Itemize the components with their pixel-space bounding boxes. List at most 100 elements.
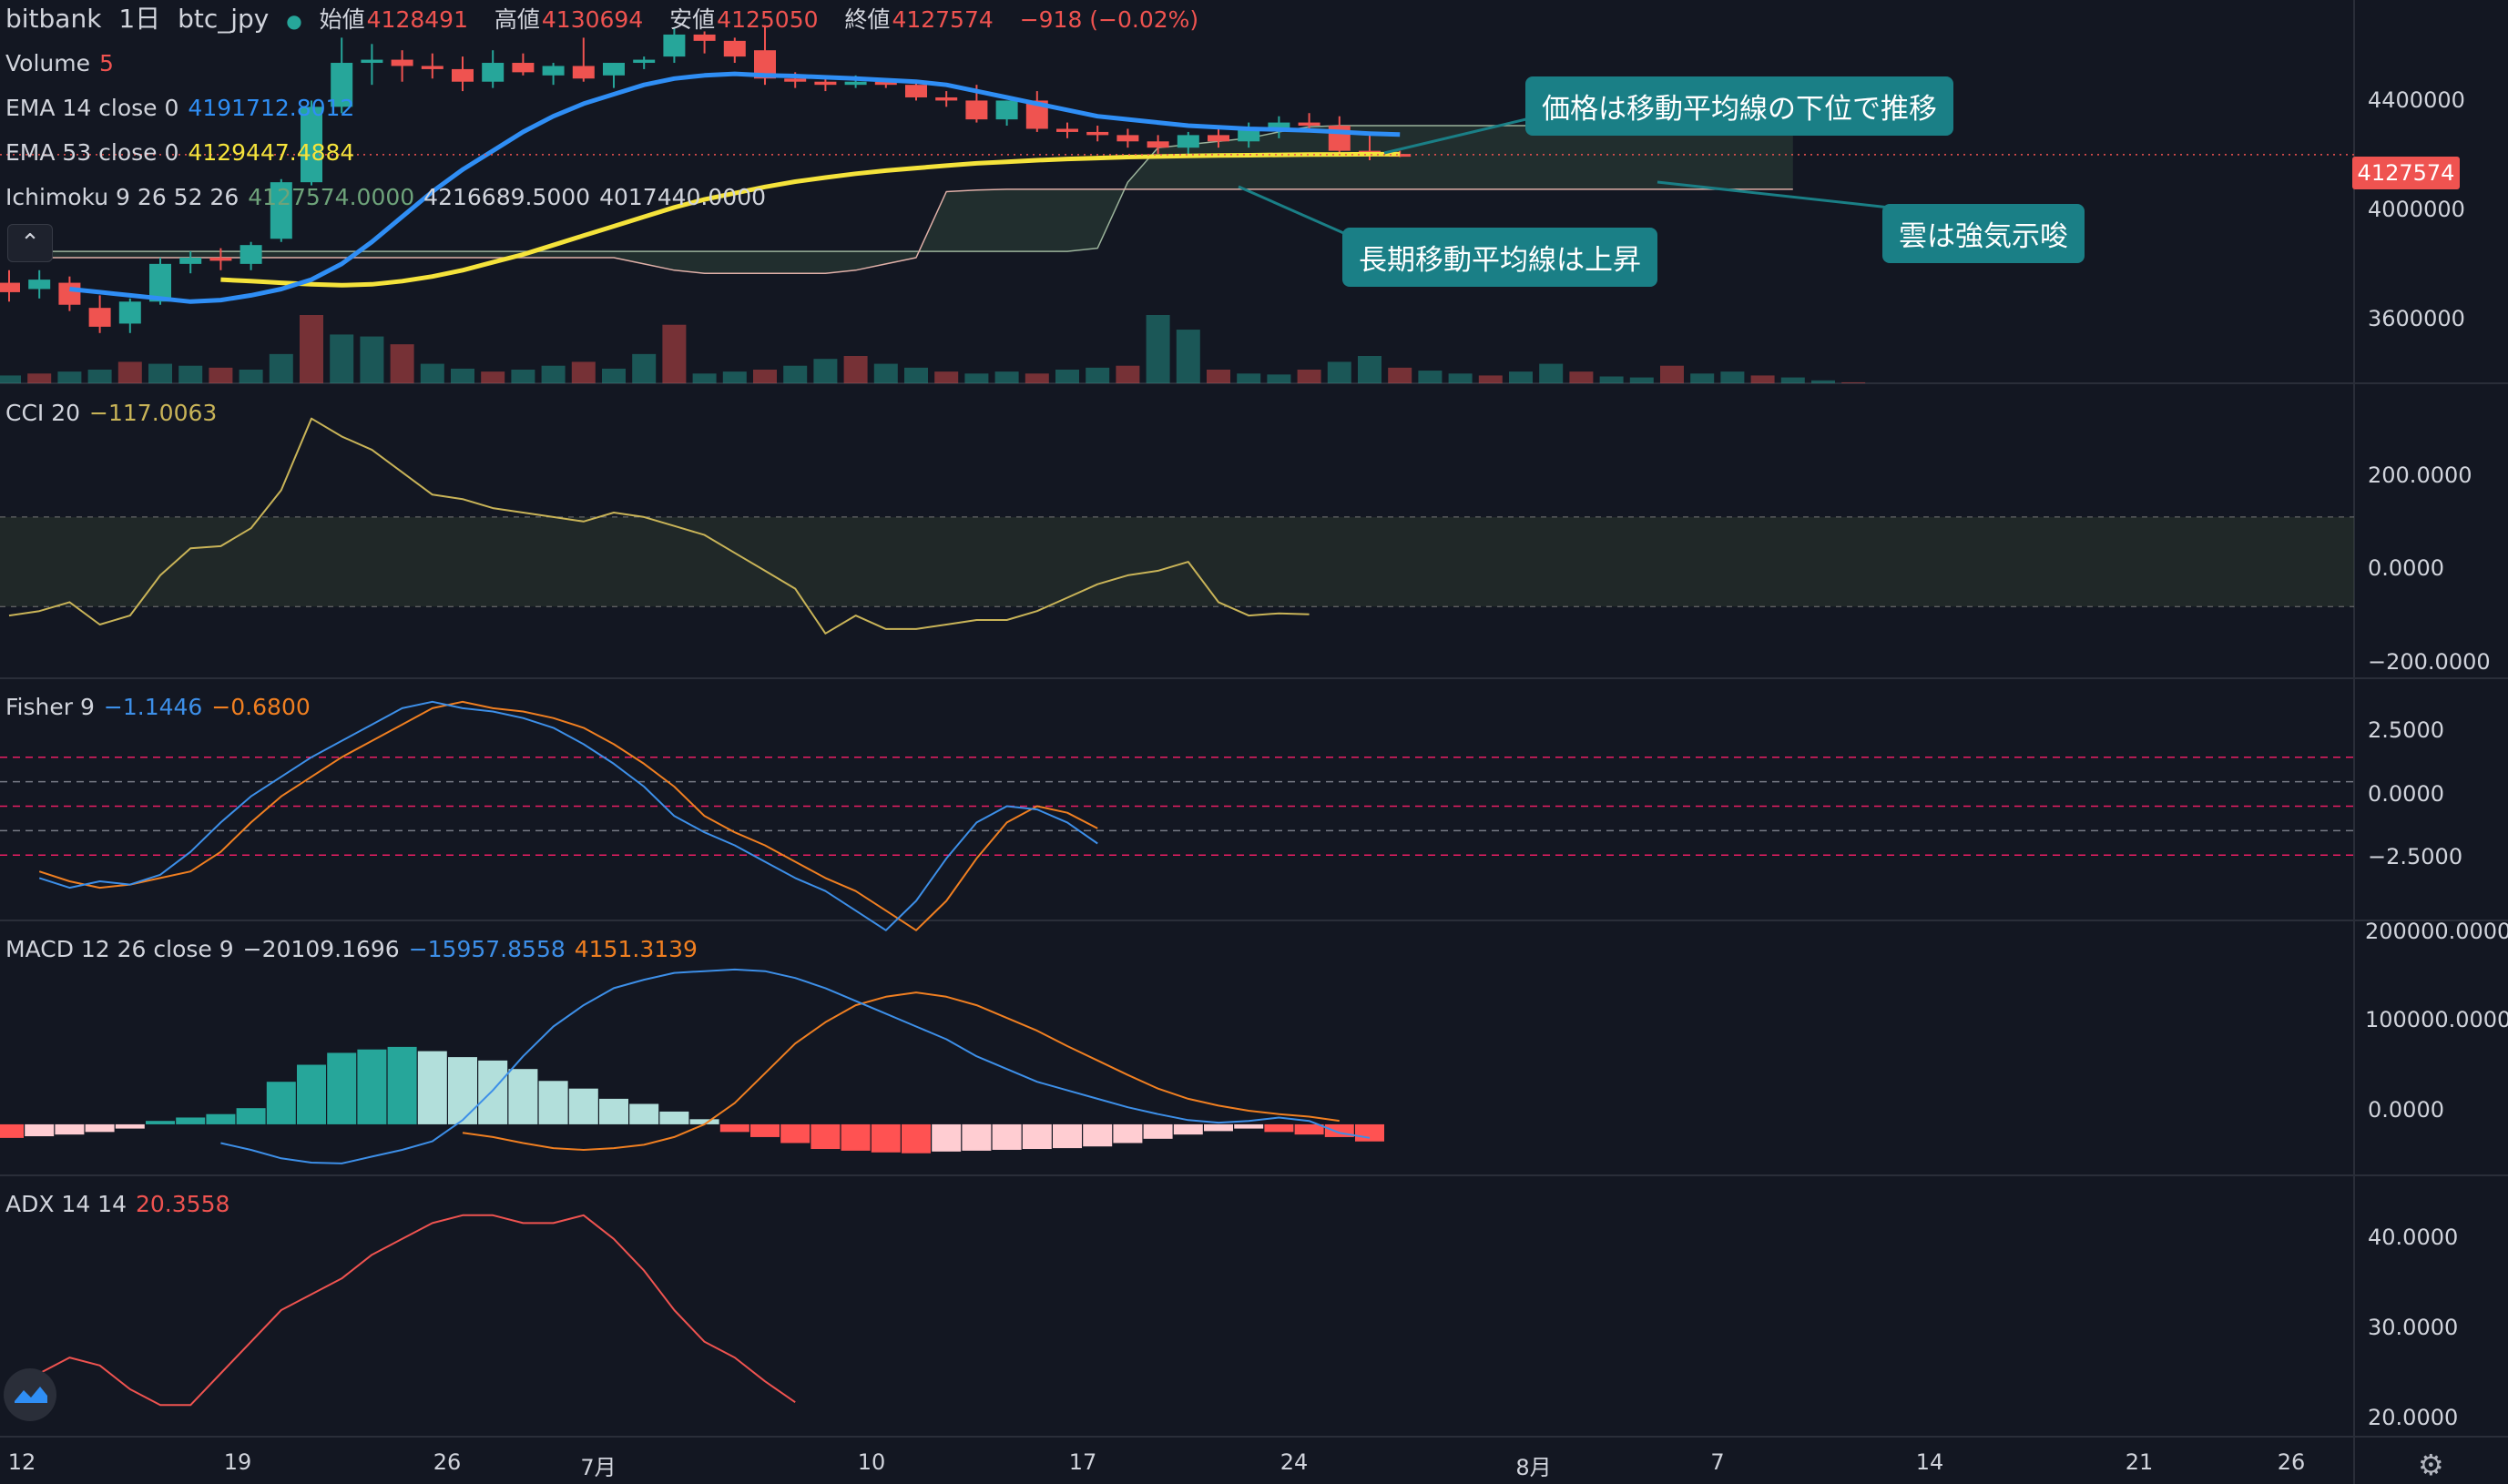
cci-tick: −200.0000 [2368, 649, 2491, 675]
volume-bar [1780, 377, 1805, 383]
volume-bar [360, 336, 384, 383]
cci-tick: 0.0000 [2368, 555, 2444, 581]
volume-bar [1841, 381, 1866, 383]
settings-gear-icon[interactable]: ⚙ [2418, 1448, 2444, 1482]
macd-histogram-bar [478, 1060, 508, 1124]
volume-bar [209, 367, 233, 383]
macd-signal-line [462, 991, 1340, 1151]
macd-tick: 200000.0000 [2365, 919, 2508, 944]
candle-body [482, 63, 505, 82]
volume-bar [1116, 365, 1140, 383]
macd-histogram-bar [841, 1123, 871, 1151]
x-tick: 12 [7, 1449, 36, 1475]
candle-body [995, 100, 1018, 120]
candle-body [88, 308, 111, 327]
volume-bar [1327, 361, 1351, 383]
candle-body [512, 63, 535, 73]
fisher-legend: Fisher 9 −1.1446 −0.6800 [5, 694, 311, 720]
macd-histogram-bar [206, 1113, 236, 1124]
volume-bar [1750, 375, 1775, 383]
macd-histogram-bar [55, 1123, 85, 1135]
candle-body [1238, 128, 1260, 142]
volume-bar [783, 365, 808, 383]
fisher-tick: 0.0000 [2368, 781, 2444, 807]
volume-bar [602, 368, 626, 383]
price-tick: 4000000 [2368, 197, 2465, 222]
candle-body [331, 63, 353, 107]
macd-histogram-bar [266, 1082, 296, 1124]
volume-bar [1629, 377, 1654, 383]
volume-bar [1509, 371, 1533, 383]
volume-bar [632, 353, 657, 383]
fisher-line [38, 700, 1098, 931]
volume-bar [1176, 330, 1200, 383]
x-tick: 7月 [580, 1455, 617, 1480]
volume-bar [1267, 374, 1291, 383]
volume-bar [1358, 356, 1381, 383]
ema14-legend: EMA 14 close 0 4191712.8012 [5, 95, 355, 121]
ichimoku-span-b [9, 188, 1793, 274]
open-label: 始値 [319, 6, 365, 33]
macd-histogram-bar [0, 1123, 24, 1138]
volume-bar [964, 373, 989, 383]
ema53-line [220, 151, 1401, 288]
collapse-legend-button[interactable]: ⌃ [7, 224, 53, 262]
candle-body [874, 81, 897, 86]
candle-body [209, 257, 232, 261]
cci-tick: 200.0000 [2368, 462, 2472, 488]
open-value: 4128491 [366, 6, 468, 33]
volume-bar [269, 353, 293, 383]
macd-legend: MACD 12 26 close 9 −20109.1696 −15957.8558… [5, 936, 698, 962]
volume-bar [843, 356, 868, 383]
volume-bar [27, 373, 52, 383]
x-tick: 14 [1915, 1449, 1944, 1475]
volume-bar [451, 368, 474, 383]
callout-pointer [1238, 185, 1349, 237]
macd-line [220, 968, 1371, 1164]
volume-bar [541, 365, 566, 383]
macd-histogram-bar [1083, 1123, 1113, 1147]
macd-histogram-bar [357, 1049, 387, 1124]
last-price-tag: 4127574 [2352, 157, 2460, 189]
volume-bar [994, 371, 1019, 383]
volume-bar [420, 363, 444, 383]
adx-legend: ADX 14 14 20.3558 [5, 1191, 230, 1217]
candle-body [784, 78, 807, 82]
volume-bar [1478, 375, 1503, 383]
candle-body [633, 59, 656, 64]
macd-histogram-bar [1264, 1123, 1294, 1133]
candle-body [572, 66, 595, 79]
volume-bar [662, 324, 687, 383]
volume-bar [873, 363, 898, 383]
candle-body [28, 280, 51, 290]
tradingview-logo-icon[interactable] [4, 1368, 56, 1421]
volume-bar [178, 365, 203, 383]
volume-bar [692, 373, 717, 383]
volume-bar [390, 344, 414, 383]
callout-long-ma-rising: 長期移動平均線は上昇 [1342, 228, 1657, 287]
adx-tick: 20.0000 [2368, 1405, 2459, 1430]
macd-histogram-bar [115, 1123, 145, 1129]
candle-body [1147, 141, 1169, 148]
volume-bar [1448, 373, 1473, 383]
candle-body [1298, 122, 1320, 127]
price-tick: 3600000 [2368, 306, 2465, 331]
symbol-name: btc_jpy [178, 4, 270, 34]
symbol-legend: bitbank 1日 btc_jpy ● 始値4128491 高値4130694… [5, 5, 1208, 35]
candle-body [1208, 135, 1229, 142]
macd-histogram-bar [902, 1123, 931, 1154]
macd-histogram-bar [1294, 1123, 1324, 1135]
volume-bar [1539, 363, 1564, 383]
volume-bar [1690, 373, 1715, 383]
macd-histogram-bar [176, 1117, 206, 1124]
macd-histogram-bar [599, 1098, 628, 1124]
macd-histogram-bar [689, 1119, 719, 1124]
high-value: 4130694 [541, 6, 644, 33]
candle-body [965, 100, 988, 120]
volume-bar [813, 359, 838, 383]
callout-price-below-ma: 価格は移動平均線の下位で推移 [1525, 76, 1953, 136]
volume-bar [1720, 371, 1745, 383]
volume-bar [904, 367, 928, 383]
candle-body [693, 34, 716, 41]
